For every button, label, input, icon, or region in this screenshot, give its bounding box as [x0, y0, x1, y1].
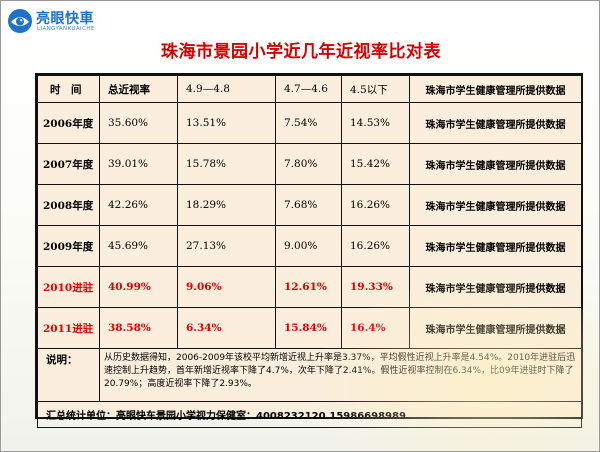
- table-row: 2006年度 35.60% 13.51% 7.54% 14.53% 珠海市学生健…: [37, 102, 582, 144]
- table-row: 2009年度 45.69% 27.13% 9.00% 16.26% 珠海市学生健…: [37, 225, 582, 267]
- row-range-47-46: 7.80%: [275, 143, 342, 185]
- table-row-highlighted: 2011进驻 38.58% 6.34% 15.84% 16.4% 珠海市学生健康…: [37, 307, 582, 349]
- row-range-47-46: 12.61%: [275, 266, 342, 308]
- notes-text: 从历史数据得知，2006-2009年该校平均新增近视上升率是3.37%，平均假性…: [99, 348, 582, 402]
- row-range-47-46: 15.84%: [275, 307, 342, 349]
- header-source: 珠海市学生健康管理所提供数据: [409, 75, 582, 103]
- header-range-47-46: 4.7—4.6: [275, 75, 342, 103]
- row-range-49-48: 6.34%: [177, 307, 276, 349]
- row-range-45-below: 16.26%: [341, 225, 410, 267]
- row-year: 2007年度: [37, 143, 100, 185]
- row-source: 珠海市学生健康管理所提供数据: [409, 102, 582, 144]
- row-source: 珠海市学生健康管理所提供数据: [409, 143, 582, 185]
- row-range-49-48: 18.29%: [177, 184, 276, 226]
- row-range-49-48: 15.78%: [177, 143, 276, 185]
- row-year: 2010进驻: [37, 266, 100, 308]
- row-source: 珠海市学生健康管理所提供数据: [409, 266, 582, 308]
- header-total-rate: 总近视率: [99, 75, 178, 103]
- statistics-unit: 汇总统计单位：亮眼快车景园小学视力保健室：4008232120.15986698…: [37, 401, 582, 428]
- logo-english-name: LIANGYANKUAICHE: [37, 26, 95, 32]
- row-total-rate: 39.01%: [99, 143, 178, 185]
- row-range-45-below: 16.26%: [341, 184, 410, 226]
- header-range-49-48: 4.9—4.8: [177, 75, 276, 103]
- row-total-rate: 38.58%: [99, 307, 178, 349]
- row-source: 珠海市学生健康管理所提供数据: [409, 225, 582, 267]
- brand-logo: 亮眼快車 LIANGYANKUAICHE: [7, 7, 119, 37]
- header-time: 时 间: [37, 75, 100, 103]
- row-year: 2011进驻: [37, 307, 100, 349]
- row-year: 2009年度: [37, 225, 100, 267]
- page-title: 珠海市景园小学近几年近视率比对表: [161, 42, 441, 62]
- notes-row: 说明： 从历史数据得知，2006-2009年该校平均新增近视上升率是3.37%，…: [37, 348, 582, 402]
- footer-row: 汇总统计单位：亮眼快车景园小学视力保健室：4008232120.15986698…: [37, 401, 582, 428]
- row-range-49-48: 27.13%: [177, 225, 276, 267]
- eye-logo-icon: [8, 9, 32, 33]
- header-range-45-below: 4.5以下: [341, 75, 410, 103]
- row-year: 2006年度: [37, 102, 100, 144]
- myopia-comparison-table: 时 间 总近视率 4.9—4.8 4.7—4.6 4.5以下 珠海市学生健康管理…: [35, 73, 583, 428]
- row-range-45-below: 16.4%: [341, 307, 410, 349]
- row-total-rate: 35.60%: [99, 102, 178, 144]
- row-range-45-below: 15.42%: [341, 143, 410, 185]
- logo-chinese-name: 亮眼快車: [36, 11, 94, 27]
- row-range-47-46: 7.54%: [275, 102, 342, 144]
- row-range-45-below: 19.33%: [341, 266, 410, 308]
- row-total-rate: 42.26%: [99, 184, 178, 226]
- row-source: 珠海市学生健康管理所提供数据: [409, 307, 582, 349]
- table-row: 2007年度 39.01% 15.78% 7.80% 15.42% 珠海市学生健…: [37, 143, 582, 185]
- row-range-45-below: 14.53%: [341, 102, 410, 144]
- row-range-49-48: 13.51%: [177, 102, 276, 144]
- row-range-47-46: 9.00%: [275, 225, 342, 267]
- row-year: 2008年度: [37, 184, 100, 226]
- notes-label: 说明：: [37, 348, 100, 402]
- row-total-rate: 45.69%: [99, 225, 178, 267]
- row-range-49-48: 9.06%: [177, 266, 276, 308]
- row-total-rate: 40.99%: [99, 266, 178, 308]
- row-range-47-46: 7.68%: [275, 184, 342, 226]
- table-row-highlighted: 2010进驻 40.99% 9.06% 12.61% 19.33% 珠海市学生健…: [37, 266, 582, 308]
- table-header-row: 时 间 总近视率 4.9—4.8 4.7—4.6 4.5以下 珠海市学生健康管理…: [37, 75, 582, 103]
- table-row: 2008年度 42.26% 18.29% 7.68% 16.26% 珠海市学生健…: [37, 184, 582, 226]
- row-source: 珠海市学生健康管理所提供数据: [409, 184, 582, 226]
